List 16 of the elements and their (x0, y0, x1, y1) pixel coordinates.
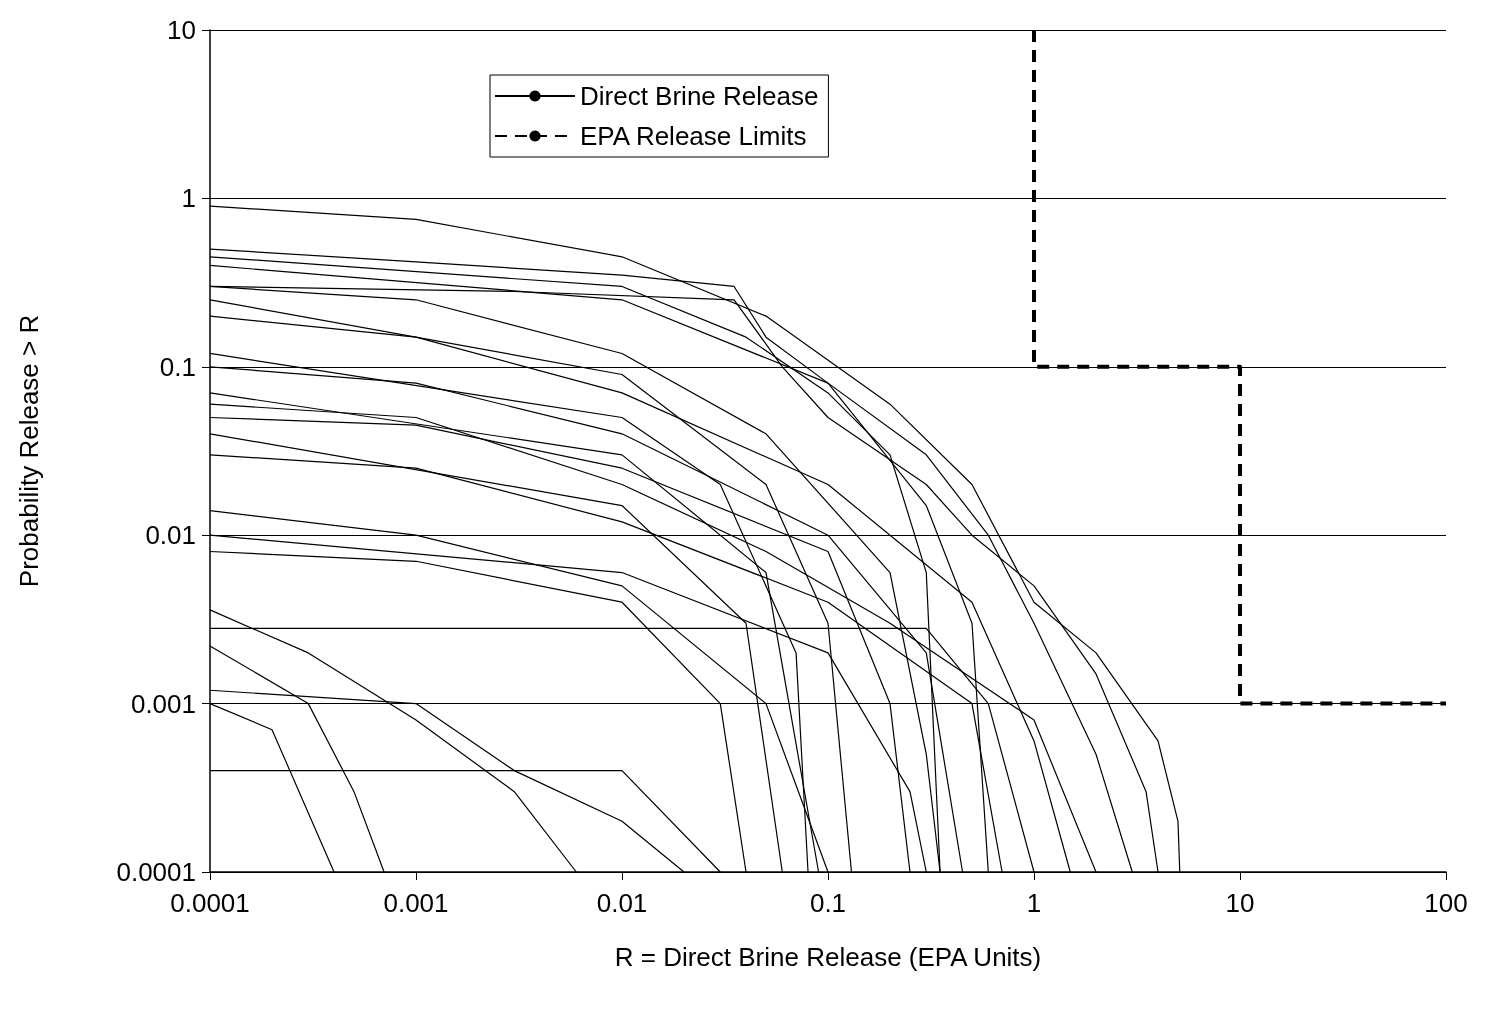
y-tick-label: 0.0001 (116, 857, 196, 887)
y-tick-label: 0.001 (130, 688, 196, 719)
x-tick-label: 10 (1225, 888, 1255, 918)
x-tick-label: 0.001 (383, 888, 449, 918)
y-tick-label: 0.01 (145, 520, 196, 551)
x-tick-label: 100 (1424, 888, 1468, 918)
y-tick-label: 10 (167, 15, 196, 45)
y-axis-title: Probability Release > R (14, 314, 44, 588)
x-axis-title: R = Direct Brine Release (EPA Units) (614, 942, 1042, 972)
y-tick-label: 0.1 (159, 351, 196, 382)
legend-label: Direct Brine Release (580, 81, 819, 111)
x-tick-label: 1 (1026, 888, 1042, 918)
y-tick-label: 1 (181, 183, 196, 214)
legend-label: EPA Release Limits (580, 121, 807, 151)
x-tick-label: 0.1 (809, 888, 847, 918)
x-tick-label: 0.01 (596, 888, 648, 918)
